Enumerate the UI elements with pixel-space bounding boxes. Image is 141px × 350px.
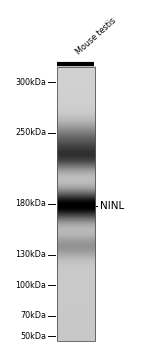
Text: 180kDa: 180kDa: [16, 199, 46, 209]
Text: 300kDa: 300kDa: [16, 77, 46, 86]
Text: 100kDa: 100kDa: [16, 281, 46, 290]
Text: NINL: NINL: [100, 201, 124, 211]
Text: Mouse testis: Mouse testis: [74, 16, 118, 57]
Text: 250kDa: 250kDa: [15, 128, 46, 137]
Text: 50kDa: 50kDa: [20, 331, 46, 341]
Text: 130kDa: 130kDa: [16, 250, 46, 259]
Bar: [57, 67, 95, 341]
Text: 70kDa: 70kDa: [20, 311, 46, 320]
